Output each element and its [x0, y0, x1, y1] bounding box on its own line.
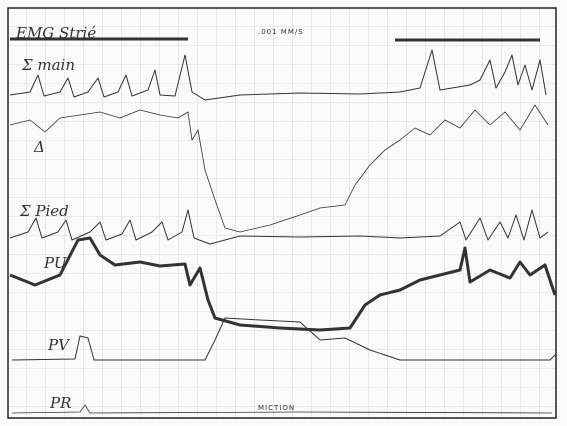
delta-label: Δ	[33, 138, 45, 156]
miction-label: MICTION	[258, 404, 295, 412]
sigma-main-label: Σ main	[21, 56, 75, 74]
pv-label: PV	[47, 336, 71, 354]
sigma-pied-label: Σ Pied	[19, 202, 69, 220]
speed-label: .001 MM/S	[258, 28, 304, 36]
paper-grid	[8, 8, 556, 418]
pr-label: PR	[49, 394, 71, 412]
recording-sheet: EMG Strié .001 MM/S Σ main Δ Σ Pied PU P…	[0, 0, 567, 426]
